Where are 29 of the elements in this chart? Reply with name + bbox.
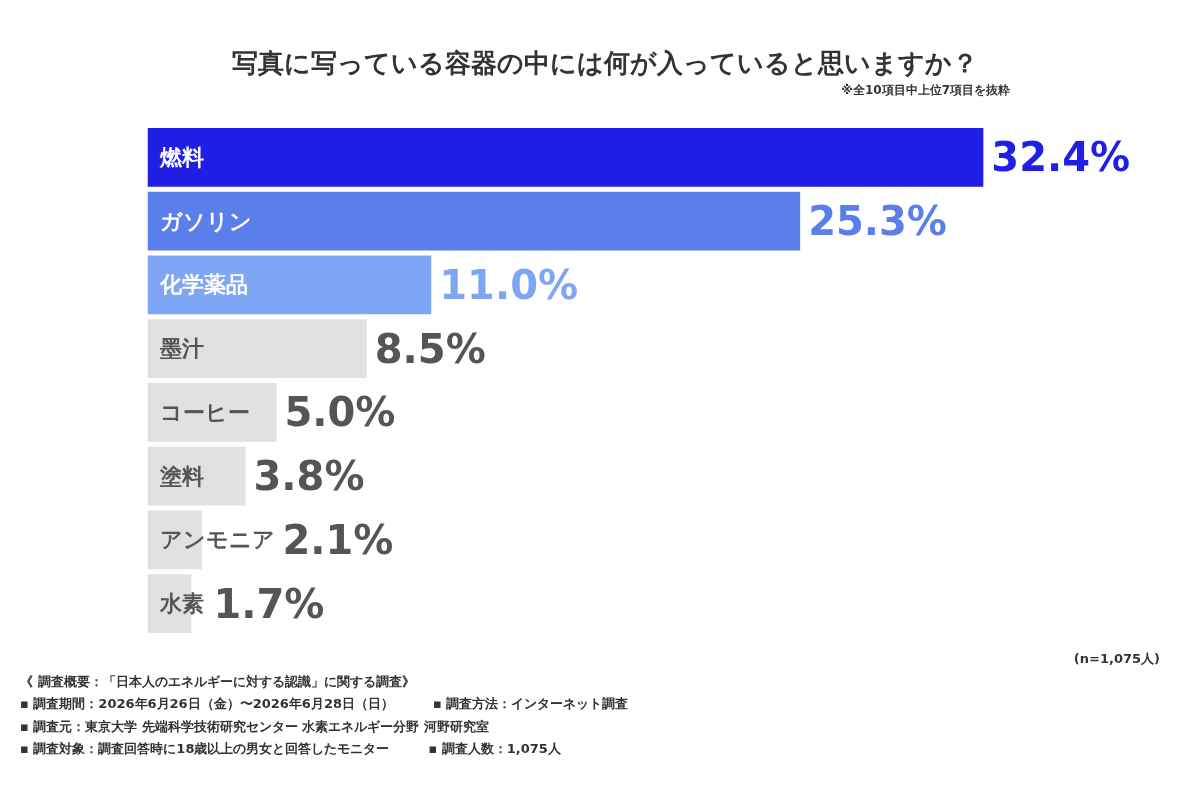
text: ▪ 調査期間：2026年6月26日（金）〜2026年6月28日（日） ▪ 調査方法：インターネット調査 [19,695,630,714]
y-tick-label: アンモニア [159,527,275,553]
text: ▪ 調査元：東京大学 先端科学技術研究センター 水素エネルギー分野 河野研究室 [19,717,490,736]
bar [147,383,277,442]
text: ▪ 調査対象：調査回答時に18歳以上の男女と回答したモニター ▪ 調査人数：1,075人 [19,740,562,759]
data-label: 25.3% [808,198,947,245]
data-label: 2.1% [282,516,394,563]
text: (n=1,075人) [1072,650,1161,668]
data-label: 5.0% [284,389,396,436]
data-label: 8.5% [374,325,486,372]
data-label: 1.7% [213,580,325,627]
bar [147,128,984,187]
y-tick-label: 塗料 [158,463,204,489]
y-tick-label: コーヒー [159,399,250,425]
y-tick-label: ガソリン [159,208,252,234]
y-tick-label: 水素 [158,591,204,617]
chart-title: 写真に写っている容器の中には何が入っていると思いますか？ [231,47,979,80]
data-label: 32.4% [991,134,1131,181]
bar [147,255,432,315]
data-label: 3.8% [253,453,365,500]
bar [147,510,202,570]
bar [147,191,801,251]
y-tick-label: 燃料 [158,144,204,170]
bar [147,319,367,378]
chart-subtitle: ※全10項目中上位7項目を抜粋 [840,82,1011,100]
text: 《 調査概要：「日本人のエネルギーに対する認識」に関する調査》 [19,672,416,691]
y-tick-label: 化学薬品 [158,272,248,298]
data-label: 11.0% [439,261,579,308]
y-tick-label: 墨汁 [158,336,204,362]
